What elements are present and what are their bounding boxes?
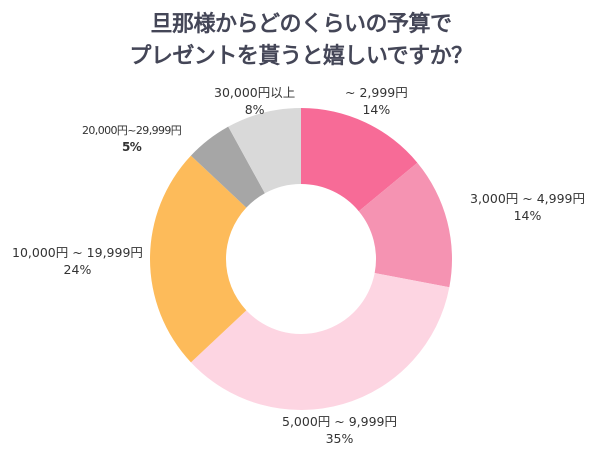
donut-slice-0 xyxy=(301,108,418,212)
category-label: 5,000円 ~ 9,999円 xyxy=(282,414,397,429)
category-label: 30,000円以上 xyxy=(214,85,296,100)
chart-title-line-2: プレゼントを貰うと嬉しいですか？ xyxy=(129,44,473,69)
chart-title-line-1: 旦那様からどのくらいの予算で xyxy=(150,12,452,37)
category-label: 20,000円~29,999円 xyxy=(82,124,182,137)
donut-slice-3 xyxy=(149,155,247,363)
donut-slice-4 xyxy=(190,126,265,208)
percent-label: 5% xyxy=(122,140,142,154)
label-under-3000: ~ 2,999円 14% xyxy=(345,84,408,118)
percent-label: 24% xyxy=(63,262,92,277)
percent-label: 8% xyxy=(244,102,265,117)
donut-slice-2 xyxy=(190,273,450,411)
donut-slice-1 xyxy=(358,162,452,288)
label-20000-29999: 20,000円~29,999円 5% xyxy=(82,122,182,156)
percent-label: 14% xyxy=(513,208,542,223)
category-label: ~ 2,999円 xyxy=(345,85,408,100)
percent-label: 35% xyxy=(325,431,354,446)
category-label: 3,000円 ~ 4,999円 xyxy=(470,191,585,206)
label-30000-plus: 30,000円以上 8% xyxy=(214,84,295,118)
label-5000-9999: 5,000円 ~ 9,999円 35% xyxy=(282,413,397,447)
percent-label: 14% xyxy=(362,102,391,117)
label-3000-4999: 3,000円 ~ 4,999円 14% xyxy=(470,190,585,224)
donut-slice-5 xyxy=(228,108,301,194)
label-10000-19999: 10,000円 ~ 19,999円 24% xyxy=(12,244,143,278)
category-label: 10,000円 ~ 19,999円 xyxy=(12,245,143,260)
